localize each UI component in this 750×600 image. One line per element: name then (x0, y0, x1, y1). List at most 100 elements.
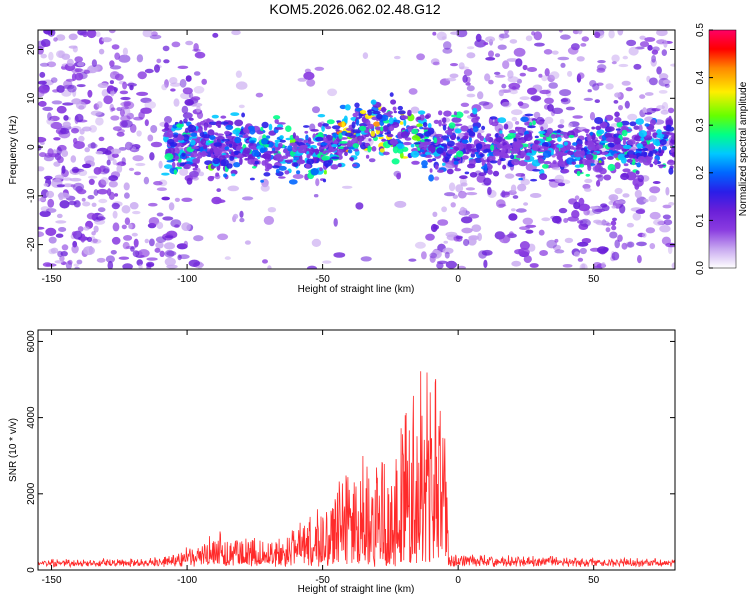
heatmap-cell (614, 187, 623, 195)
heatmap-cell (663, 219, 673, 226)
heatmap-cell (368, 138, 372, 142)
heatmap-cell (530, 95, 542, 102)
snr-x-label: Height of straight line (km) (298, 584, 415, 595)
x-tick-label: 0 (455, 575, 461, 586)
heatmap-cell (497, 117, 507, 124)
heatmap-cell (554, 238, 559, 243)
heatmap-cell (173, 98, 180, 107)
heatmap-cell (659, 225, 671, 233)
heatmap-cell (671, 134, 675, 141)
heatmap-cell (477, 132, 482, 139)
heatmap-cell (416, 116, 422, 121)
heatmap-cell (450, 63, 458, 67)
heatmap-cell (95, 31, 101, 38)
heatmap-cell (224, 146, 230, 151)
heatmap-cell (584, 178, 593, 184)
heatmap-cell (39, 152, 47, 158)
heatmap-cell (275, 153, 282, 159)
heatmap-cell (605, 227, 611, 233)
snr-panel: -150 -100 -50 0 50 0 2000 4000 6000 Height of s… (8, 329, 676, 595)
heatmap-cell (129, 202, 139, 210)
heatmap-cell (526, 152, 532, 156)
heatmap-cell (372, 110, 381, 115)
heatmap-cell (132, 210, 141, 215)
heatmap-cell (539, 89, 551, 95)
heatmap-cell (136, 54, 144, 63)
heatmap-cell (650, 119, 656, 126)
heatmap-cell (120, 96, 131, 101)
heatmap-cell (154, 247, 161, 253)
heatmap-cell (614, 239, 620, 249)
heatmap-cell (483, 42, 489, 46)
heatmap-cell (87, 175, 98, 179)
heatmap-cell (140, 97, 152, 104)
heatmap-cell (432, 61, 440, 66)
heatmap-cell (614, 117, 622, 123)
heatmap-cell (56, 105, 67, 114)
heatmap-cell (510, 208, 516, 212)
heatmap-cell (319, 167, 323, 172)
heatmap-cell (307, 141, 315, 145)
heatmap-cell (116, 164, 123, 173)
heatmap-cell (358, 139, 362, 146)
heatmap-cell (587, 143, 596, 151)
heatmap-cell (239, 217, 245, 223)
heatmap-cell (577, 241, 589, 247)
heatmap-cell (508, 82, 521, 90)
heatmap-cell (469, 172, 478, 178)
heatmap-cell (209, 135, 216, 141)
heatmap-cell (532, 169, 541, 172)
heatmap-cell (560, 34, 571, 40)
heatmap-cell (422, 139, 432, 142)
heatmap-cell (50, 77, 58, 83)
heatmap-cell (262, 259, 268, 264)
heatmap-cell (253, 160, 260, 165)
heatmap-cell (121, 120, 133, 128)
heatmap-cell (511, 260, 522, 267)
heatmap-cell (442, 47, 453, 54)
heatmap-cell (509, 89, 518, 95)
heatmap-cell (515, 126, 519, 132)
heatmap-cell (671, 140, 675, 145)
heatmap-cell (38, 136, 47, 143)
heatmap-cell (515, 58, 523, 67)
heatmap-cell (572, 147, 576, 150)
colorbar-tick-label: 0.2 (695, 165, 706, 179)
heatmap-cell (123, 182, 130, 191)
heatmap-cell (212, 32, 219, 38)
heatmap-cell (635, 118, 644, 125)
x-tick-label: -50 (315, 274, 330, 285)
heatmap-cell (489, 116, 498, 120)
heatmap-cell (397, 105, 403, 111)
heatmap-cell (552, 244, 562, 251)
heatmap-cell (652, 181, 661, 184)
heatmap-cell (621, 242, 628, 250)
heatmap-cell (242, 149, 250, 158)
heatmap-cell (554, 249, 565, 254)
heatmap-cell (594, 117, 604, 124)
heatmap-cell (662, 79, 671, 84)
heatmap-cell (643, 152, 648, 155)
heatmap-cell (261, 138, 269, 145)
heatmap-cell (69, 177, 82, 182)
heatmap-cell (380, 126, 384, 132)
heatmap-cell (608, 200, 614, 205)
heatmap-cell (323, 169, 327, 175)
heatmap-cell (649, 163, 654, 168)
heatmap-cell (532, 120, 536, 126)
heatmap-cell (60, 127, 70, 135)
heatmap-cell (260, 184, 270, 192)
heatmap-cell (303, 125, 310, 128)
heatmap-cell (442, 247, 454, 254)
heatmap-cell (381, 138, 387, 142)
heatmap-cell (110, 115, 120, 121)
snr-frame (37, 329, 676, 571)
heatmap-cell (413, 142, 421, 145)
heatmap-cell (536, 155, 545, 159)
heatmap-cell (605, 222, 612, 227)
heatmap-cell (386, 133, 394, 138)
heatmap-cell (466, 148, 473, 152)
heatmap-cell (520, 178, 530, 186)
heatmap-cell (453, 160, 459, 165)
heatmap-cell (448, 122, 456, 129)
